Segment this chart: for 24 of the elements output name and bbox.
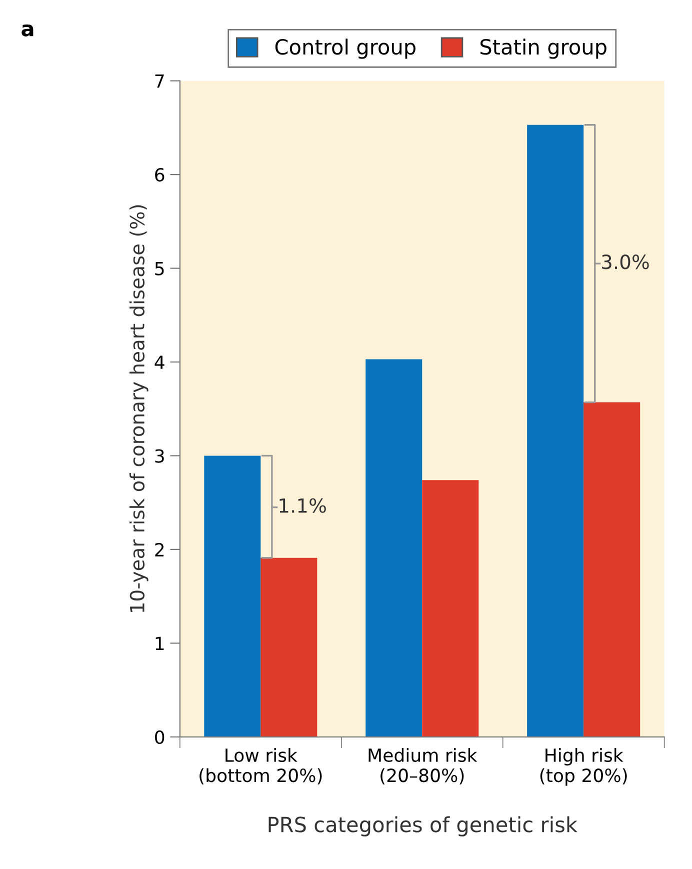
bar [366, 359, 422, 737]
legend-label: Statin group [480, 38, 606, 59]
bar [204, 456, 261, 737]
y-tick-label: 0 [155, 730, 164, 744]
y-tick-label: 5 [155, 262, 164, 276]
y-tick-label: 7 [155, 74, 164, 88]
bar [422, 480, 479, 737]
bar [527, 124, 584, 737]
bar [584, 402, 640, 737]
y-tick-label: 1 [156, 636, 164, 650]
y-axis-title: 10-year risk of coronary heart disease (%) [129, 205, 148, 612]
x-tick-label: High risk (top 20%) [540, 748, 627, 786]
bar [260, 558, 318, 737]
x-axis-title: PRS categories of genetic risk [268, 816, 578, 836]
x-tick-label: Low risk (bottom 20%) [200, 748, 322, 784]
annotation: 3.0% [602, 254, 649, 270]
y-tick-label: 4 [154, 356, 164, 369]
y-tick-label: 3 [155, 449, 164, 463]
annotation: 1.1% [280, 498, 326, 513]
y-tick-label: 6 [155, 168, 164, 182]
legend-label: Control group [275, 38, 416, 59]
y-tick-label: 2 [155, 542, 164, 556]
text: a [22, 24, 34, 36]
x-tick-label: Medium risk (20–80%) [368, 748, 478, 784]
